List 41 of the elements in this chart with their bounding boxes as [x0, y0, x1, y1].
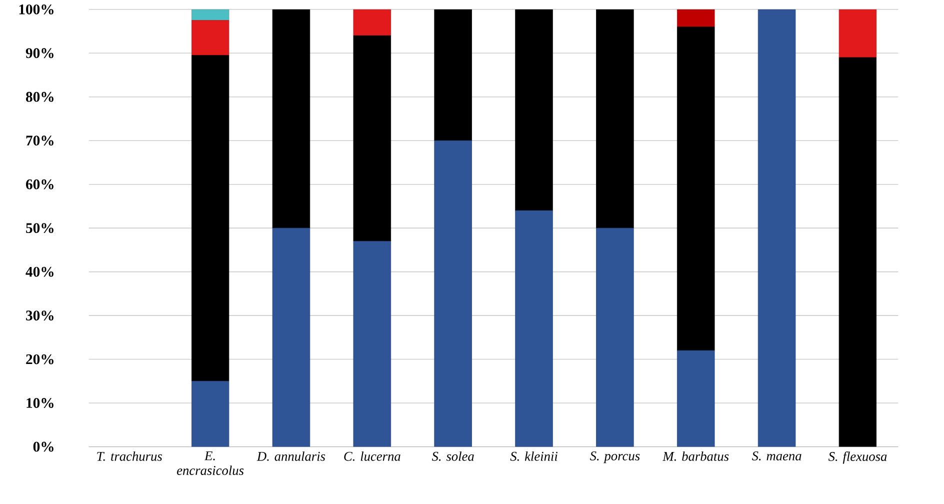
- y-tick-label: 80%: [26, 92, 54, 102]
- bar: [272, 228, 310, 447]
- bar: [191, 55, 230, 382]
- y-tick-label: 90%: [26, 48, 54, 58]
- bar: [596, 9, 634, 228]
- y-tick-label: 40%: [26, 266, 54, 277]
- x-tick-label: C. lucerna: [344, 451, 400, 461]
- bar: [353, 35, 392, 242]
- x-tick-label: S. maena: [752, 451, 802, 460]
- y-tick-label: 100%: [19, 4, 54, 14]
- bar: [191, 9, 230, 21]
- x-tick-label: E. encrasicolus: [176, 451, 244, 475]
- x-tick-label: S. kleinii: [510, 451, 558, 461]
- bar: [838, 57, 877, 447]
- bar: [515, 9, 553, 211]
- bar: [353, 9, 392, 36]
- y-tick-label: 0%: [33, 442, 54, 452]
- bar: [353, 240, 392, 447]
- y-tick-label: 10%: [26, 398, 54, 408]
- x-tick-label: M. barbatus: [662, 451, 729, 461]
- y-tick-label: 60%: [26, 179, 54, 190]
- bar: [677, 26, 715, 351]
- bar: [434, 140, 472, 447]
- bar: [434, 9, 472, 141]
- x-tick-label: S. porcus: [590, 451, 640, 464]
- x-tick-label: S. flexuosa: [828, 451, 887, 464]
- bar: [272, 9, 310, 228]
- bar: [515, 210, 553, 447]
- x-tick-label: T. trachurus: [97, 451, 162, 461]
- bar: [758, 9, 796, 447]
- bar: [677, 350, 715, 447]
- y-tick-label: 70%: [26, 136, 54, 146]
- x-tick-label: S. solea: [432, 451, 474, 461]
- x-tick-label: D. annularis: [256, 451, 326, 461]
- y-tick-label: 50%: [26, 223, 54, 234]
- bar: [838, 9, 877, 58]
- y-tick-label: 20%: [26, 354, 54, 364]
- y-tick-label: 30%: [26, 310, 54, 320]
- bar: [191, 380, 230, 447]
- bar: [596, 228, 634, 447]
- bar: [191, 20, 230, 56]
